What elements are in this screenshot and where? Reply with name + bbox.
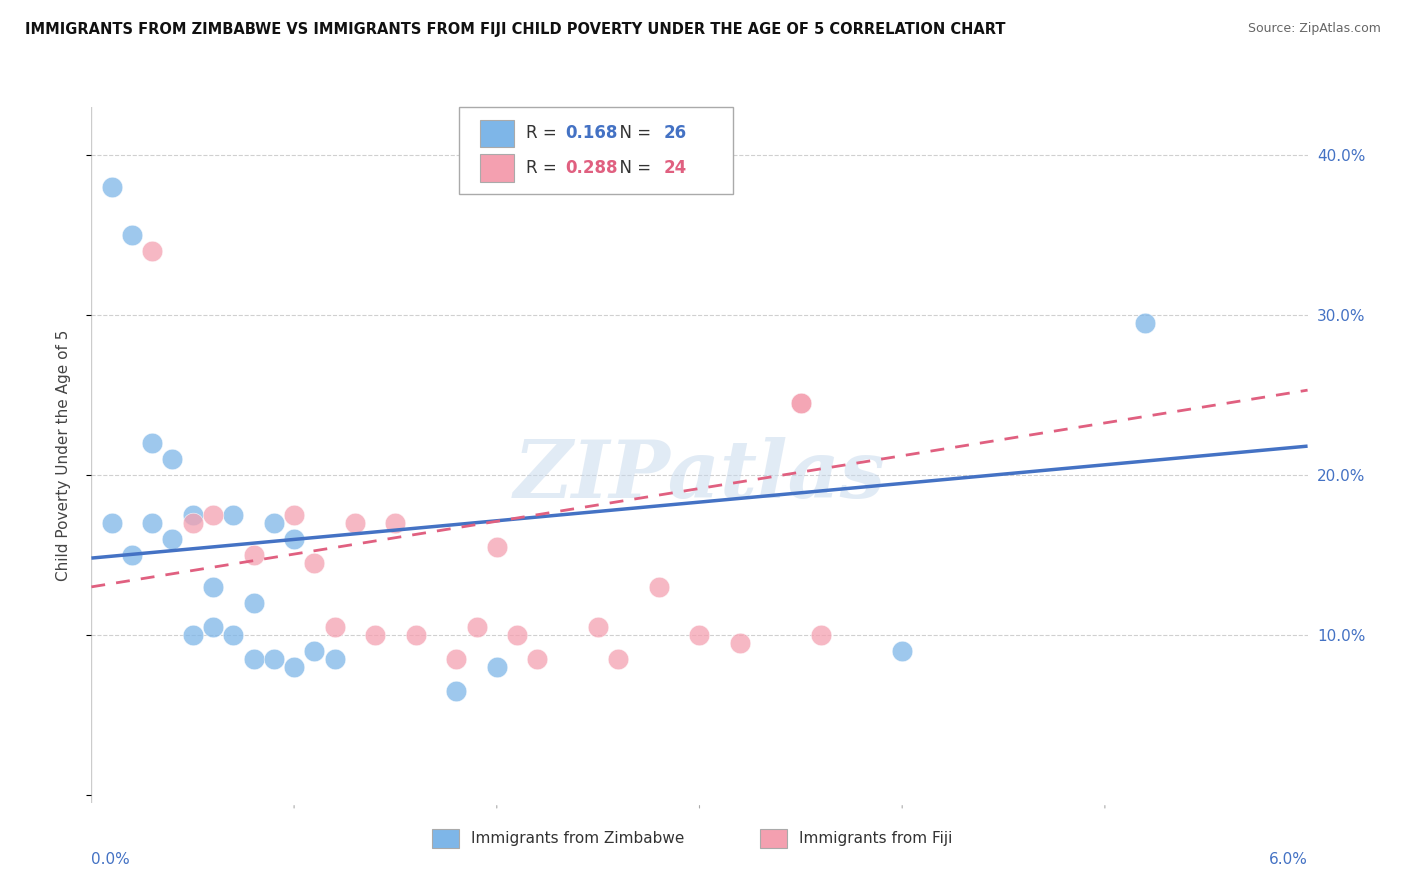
Text: Immigrants from Fiji: Immigrants from Fiji: [799, 830, 953, 846]
Text: IMMIGRANTS FROM ZIMBABWE VS IMMIGRANTS FROM FIJI CHILD POVERTY UNDER THE AGE OF : IMMIGRANTS FROM ZIMBABWE VS IMMIGRANTS F…: [25, 22, 1005, 37]
Text: 24: 24: [664, 160, 688, 178]
FancyBboxPatch shape: [479, 154, 515, 182]
Text: 6.0%: 6.0%: [1268, 852, 1308, 866]
Text: R =: R =: [526, 160, 562, 178]
Text: Source: ZipAtlas.com: Source: ZipAtlas.com: [1247, 22, 1381, 36]
Point: [283, 508, 305, 522]
Point: [790, 396, 813, 410]
Point: [891, 644, 914, 658]
Point: [586, 620, 609, 634]
FancyBboxPatch shape: [761, 829, 787, 848]
Point: [100, 180, 122, 194]
Text: N =: N =: [609, 160, 657, 178]
Point: [304, 644, 326, 658]
Point: [141, 516, 163, 530]
Point: [283, 532, 305, 546]
Point: [384, 516, 406, 530]
Point: [202, 580, 225, 594]
Point: [648, 580, 671, 594]
Point: [485, 660, 508, 674]
Point: [141, 244, 163, 258]
Point: [242, 652, 264, 666]
Text: 26: 26: [664, 125, 686, 143]
Text: 0.288: 0.288: [565, 160, 617, 178]
Text: 0.0%: 0.0%: [91, 852, 131, 866]
Point: [162, 451, 184, 466]
Point: [688, 628, 710, 642]
Point: [121, 227, 143, 242]
Point: [202, 620, 225, 634]
Point: [728, 636, 751, 650]
FancyBboxPatch shape: [432, 829, 458, 848]
Point: [263, 652, 285, 666]
Point: [162, 532, 184, 546]
Point: [506, 628, 529, 642]
Point: [222, 628, 245, 642]
Point: [343, 516, 366, 530]
Point: [526, 652, 548, 666]
Point: [1135, 316, 1157, 330]
Point: [364, 628, 387, 642]
Point: [242, 548, 264, 562]
Point: [242, 596, 264, 610]
Text: 0.168: 0.168: [565, 125, 617, 143]
Point: [202, 508, 225, 522]
Point: [222, 508, 245, 522]
Point: [181, 508, 204, 522]
Point: [607, 652, 630, 666]
Text: ZIPatlas: ZIPatlas: [513, 437, 886, 515]
Point: [121, 548, 143, 562]
Point: [304, 556, 326, 570]
Point: [465, 620, 488, 634]
Point: [323, 620, 346, 634]
Point: [181, 516, 204, 530]
Text: N =: N =: [609, 125, 657, 143]
Point: [323, 652, 346, 666]
Point: [810, 628, 832, 642]
Point: [405, 628, 427, 642]
Point: [485, 540, 508, 554]
Point: [263, 516, 285, 530]
FancyBboxPatch shape: [479, 120, 515, 147]
Text: R =: R =: [526, 125, 562, 143]
Text: Immigrants from Zimbabwe: Immigrants from Zimbabwe: [471, 830, 685, 846]
Y-axis label: Child Poverty Under the Age of 5: Child Poverty Under the Age of 5: [56, 329, 70, 581]
Point: [444, 652, 467, 666]
Point: [141, 436, 163, 450]
Point: [790, 396, 813, 410]
Point: [283, 660, 305, 674]
Point: [181, 628, 204, 642]
FancyBboxPatch shape: [460, 107, 733, 194]
Point: [100, 516, 122, 530]
Point: [444, 683, 467, 698]
